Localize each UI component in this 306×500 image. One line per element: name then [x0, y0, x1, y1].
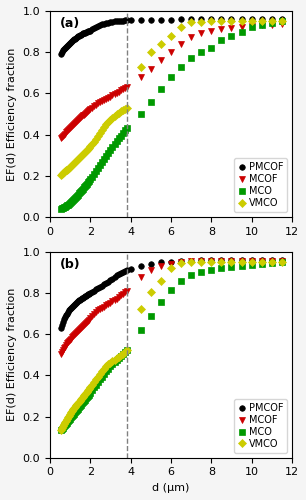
Legend: PMCOF, MCOF, MCO, VMCO: PMCOF, MCOF, MCO, VMCO — [234, 158, 287, 212]
Legend: PMCOF, MCOF, MCO, VMCO: PMCOF, MCOF, MCO, VMCO — [234, 400, 287, 453]
Y-axis label: EF(d) Efficiency fraction: EF(d) Efficiency fraction — [7, 48, 17, 180]
Y-axis label: EF(d) Efficiency fraction: EF(d) Efficiency fraction — [7, 288, 17, 422]
Text: (b): (b) — [60, 258, 80, 271]
X-axis label: d (μm): d (μm) — [152, 483, 190, 493]
Text: (a): (a) — [60, 17, 80, 30]
